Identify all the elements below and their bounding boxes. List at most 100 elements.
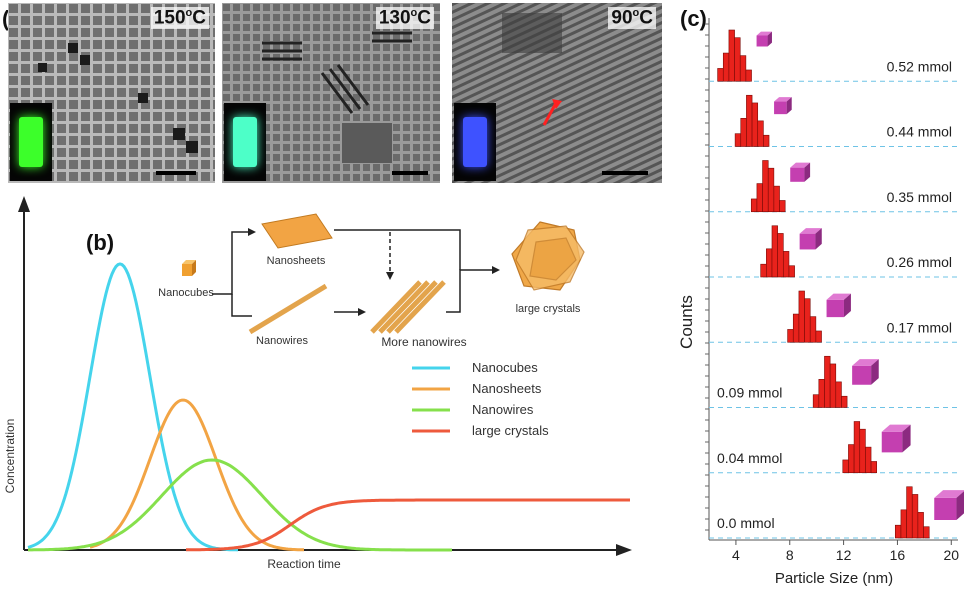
histogram-bar (865, 446, 872, 474)
histogram-bar (809, 316, 817, 343)
concentration-label: 0.26 mmol (887, 254, 952, 270)
cube-icon (799, 228, 822, 250)
histogram-bar (722, 52, 730, 82)
nanocube-icon (182, 260, 196, 276)
cube-icon (934, 490, 964, 521)
series-line-nanocubes (27, 262, 239, 552)
more-nanowires-icon (370, 280, 446, 334)
legend-label-nanosheets: Nanosheets (472, 381, 542, 396)
scheme-label-nanosheets: Nanosheets (267, 255, 326, 267)
histogram-bar (782, 251, 790, 278)
histogram-bar (917, 512, 924, 539)
legend-label-nanocubes: Nanocubes (472, 360, 538, 375)
scheme-label-nanocubes: Nanocubes (158, 287, 214, 299)
histogram-bar (818, 379, 825, 408)
histogram-bar (812, 394, 820, 408)
histogram-bar (751, 102, 759, 147)
histogram-bar (859, 428, 866, 474)
scheme-label-nanowires: Nanowires (256, 335, 308, 347)
scheme-label-more-nanowires: More nanowires (381, 335, 466, 349)
cube-icon (881, 424, 911, 453)
large-crystal-icon (511, 221, 585, 291)
histogram-bar (760, 263, 767, 278)
panel-b-label: (b) (86, 230, 115, 255)
nanosheet-icon (261, 213, 333, 249)
x-tick-label: 20 (943, 547, 959, 563)
cube-icon (852, 359, 879, 385)
histogram-bar (750, 198, 758, 213)
tem-image-90: 90oC (452, 3, 662, 183)
histogram-bar (779, 200, 786, 213)
temperature-label-150: 150oC (150, 7, 209, 30)
growth-scheme: Nanocubes Nanosheets Nanowires More nano… (158, 213, 585, 349)
scale-bar (602, 171, 648, 175)
histogram-bar (734, 37, 741, 82)
x-tick-label: 4 (732, 547, 740, 563)
legend: Nanocubes Nanosheets Nanowires large cry… (412, 360, 549, 438)
concentration-label: 0.0 mmol (717, 515, 775, 531)
cube-icon (826, 293, 851, 318)
histogram-bar (900, 509, 907, 539)
histogram-bar (824, 355, 831, 408)
scale-bar (392, 171, 428, 175)
concentration-label: 0.52 mmol (887, 58, 952, 74)
histogram-bar (745, 69, 752, 82)
y-axis-ticks (705, 23, 709, 531)
histogram-bar (771, 225, 778, 278)
histogram-bar (739, 55, 747, 82)
scale-bar (156, 171, 196, 175)
merge-arrow (446, 269, 494, 313)
concentration-label: 0.17 mmol (887, 319, 952, 335)
branch-arrow (212, 231, 252, 295)
vial-glow-150 (19, 117, 43, 167)
histogram-bar (740, 118, 747, 147)
histogram-bar (923, 526, 930, 539)
cube-icon (774, 97, 792, 115)
vial-90 (454, 103, 496, 181)
x-axis-label: Particle Size (nm) (775, 570, 893, 587)
histogram-bar (848, 444, 855, 474)
concentration-label: 0.09 mmol (717, 385, 782, 401)
histogram-bar (777, 233, 784, 278)
x-axis-label: Reaction time (267, 557, 341, 571)
concentration-label: 0.04 mmol (717, 450, 782, 466)
histogram-bar (829, 363, 837, 408)
histogram-bar (773, 185, 780, 213)
histogram-bar (835, 381, 842, 408)
histogram-bar (853, 421, 861, 474)
histogram-bar (788, 265, 795, 278)
growth-chart: Concentration Reaction time Nanocubes Na… (3, 196, 632, 571)
cube-icon (790, 162, 811, 182)
histogram-bar (728, 29, 735, 82)
legend-label-large-crystals: large crystals (472, 423, 549, 438)
concentration-label: 0.44 mmol (887, 124, 952, 140)
size-histogram-chart: 4 8 12 16 20 0.52 mmol 0.44 mmol 0.35 mmol 0.26… (677, 18, 964, 587)
histogram-bar (815, 330, 822, 343)
histogram-bar (762, 160, 769, 213)
histogram-bar (804, 298, 811, 343)
histogram-bar (911, 494, 919, 539)
concentration-label: 0.35 mmol (887, 189, 952, 205)
histogram-bar (763, 134, 770, 147)
tem-image-150: 150oC (8, 3, 215, 183)
y-axis-arrow (18, 196, 30, 212)
x-axis-ticks: 4 8 12 16 20 (732, 540, 959, 563)
histogram-rows: 0.52 mmol 0.44 mmol 0.35 mmol 0.26 mmol 0.17… (709, 29, 964, 539)
y-axis-label: Concentration (3, 419, 17, 494)
histogram-bar (757, 120, 764, 147)
vial-glow-90 (463, 117, 487, 167)
cube-icon (756, 31, 772, 47)
histogram-bar (734, 133, 742, 147)
histogram-bar (870, 461, 878, 474)
histogram-bar (767, 167, 775, 213)
y-axis-label: Counts (677, 295, 696, 349)
nanowire-icon (248, 283, 328, 335)
temperature-label-90: 90oC (608, 7, 656, 30)
series-line-nanowires (28, 458, 452, 552)
histogram-bar (787, 329, 794, 343)
vial-glow-130 (233, 117, 257, 167)
histogram-bar (798, 290, 805, 343)
series-line-large-crystals (186, 498, 630, 552)
tem-image-130: 130oC (222, 3, 440, 183)
x-tick-label: 8 (786, 547, 794, 563)
